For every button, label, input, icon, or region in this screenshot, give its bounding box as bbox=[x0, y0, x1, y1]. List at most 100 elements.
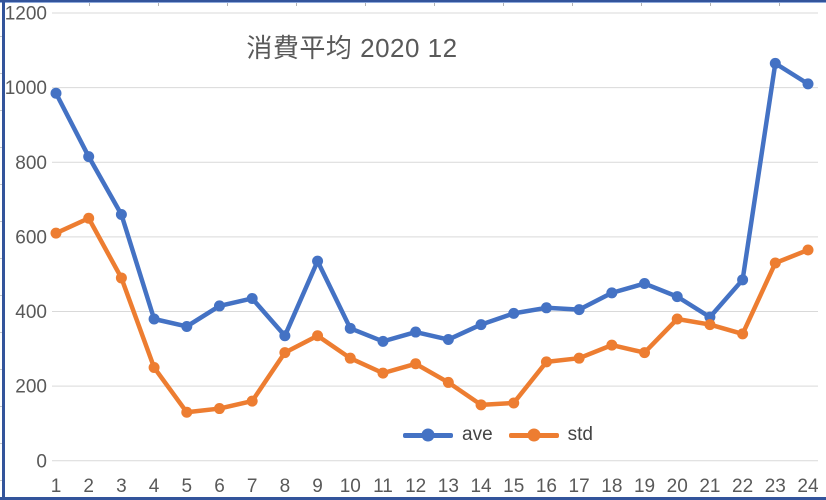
window-border-top bbox=[0, 0, 826, 2]
x-tick-label: 4 bbox=[149, 476, 160, 497]
x-tick-label: 22 bbox=[732, 476, 753, 497]
x-tick-label: 16 bbox=[536, 476, 557, 497]
window-border-top-highlight bbox=[0, 2, 826, 3]
series-line-std bbox=[53, 215, 811, 415]
data-point-ave bbox=[246, 292, 258, 304]
data-point-ave bbox=[344, 322, 356, 334]
data-point-ave bbox=[802, 78, 814, 90]
data-point-std bbox=[573, 352, 585, 364]
data-point-ave bbox=[671, 291, 683, 303]
data-point-std bbox=[540, 356, 552, 368]
x-tick-label: 9 bbox=[312, 476, 323, 497]
x-tick-label: 12 bbox=[405, 476, 426, 497]
x-tick-label: 5 bbox=[181, 476, 192, 497]
data-point-std bbox=[475, 399, 487, 411]
data-point-std bbox=[769, 257, 781, 269]
x-tick-label: 11 bbox=[373, 476, 393, 497]
x-tick-label: 19 bbox=[634, 476, 655, 497]
data-point-std bbox=[508, 397, 520, 409]
window-border-left bbox=[2, 0, 5, 500]
spreadsheet-row-gridlines bbox=[0, 0, 2, 500]
y-tick-label: 400 bbox=[15, 302, 47, 323]
data-point-std bbox=[115, 272, 127, 284]
x-tick-label: 2 bbox=[83, 476, 94, 497]
data-point-std bbox=[704, 319, 716, 331]
data-point-std bbox=[802, 244, 814, 256]
data-point-std bbox=[606, 339, 618, 351]
data-point-ave bbox=[508, 307, 520, 319]
legend-item-std[interactable]: std bbox=[508, 424, 593, 446]
data-point-std bbox=[246, 395, 258, 407]
data-point-std bbox=[671, 313, 683, 325]
spreadsheet-column-ticks bbox=[21, 3, 826, 6]
y-tick-label: 600 bbox=[15, 227, 47, 248]
data-point-ave bbox=[181, 320, 193, 332]
data-point-ave bbox=[442, 334, 454, 346]
y-axis-tick-labels: 0 200 400 600 800 1000 1200 bbox=[5, 4, 47, 473]
x-tick-label: 7 bbox=[247, 476, 258, 497]
series-std[interactable] bbox=[50, 212, 814, 418]
data-point-std bbox=[639, 347, 651, 359]
chart-title: 消費平均 2020 12 bbox=[246, 33, 458, 63]
data-point-std bbox=[83, 212, 95, 224]
y-tick-label: 800 bbox=[15, 153, 47, 174]
window-border-bottom bbox=[0, 497, 826, 500]
data-point-ave bbox=[737, 274, 749, 286]
series-ave[interactable] bbox=[50, 57, 814, 347]
data-point-std bbox=[377, 367, 389, 379]
x-tick-label: 23 bbox=[765, 476, 786, 497]
data-point-std bbox=[279, 347, 291, 359]
data-point-ave bbox=[50, 87, 62, 99]
x-tick-label: 10 bbox=[340, 476, 361, 497]
y-tick-label: 0 bbox=[36, 451, 47, 472]
y-tick-label: 1000 bbox=[5, 78, 47, 99]
data-point-ave bbox=[639, 278, 651, 290]
legend-marker-ave-icon bbox=[403, 428, 453, 442]
data-point-ave bbox=[213, 300, 225, 312]
data-point-std bbox=[344, 352, 356, 364]
data-point-ave bbox=[475, 319, 487, 331]
x-axis-tick-labels: 1 2 3 4 5 6 7 8 9 10 11 12 13 14 15 16 17 18 19 20 21 22 23 24 bbox=[51, 476, 819, 497]
data-point-std bbox=[50, 227, 62, 239]
data-point-std bbox=[181, 406, 193, 418]
data-point-ave bbox=[573, 304, 585, 316]
y-tick-label: 200 bbox=[15, 377, 47, 398]
x-tick-label: 13 bbox=[438, 476, 459, 497]
legend-label-std: std bbox=[567, 424, 593, 445]
x-tick-label: 24 bbox=[797, 476, 819, 497]
x-tick-label: 6 bbox=[214, 476, 225, 497]
legend-item-ave[interactable]: ave bbox=[403, 424, 493, 446]
data-point-ave bbox=[312, 255, 324, 267]
chart-legend: ave std bbox=[403, 423, 593, 447]
data-point-ave bbox=[377, 335, 389, 347]
y-tick-label: 1200 bbox=[5, 4, 47, 25]
data-point-std bbox=[442, 376, 454, 388]
data-point-ave bbox=[83, 151, 95, 163]
data-point-ave bbox=[606, 287, 618, 299]
data-point-std bbox=[410, 358, 422, 370]
x-tick-label: 8 bbox=[280, 476, 291, 497]
data-point-ave bbox=[279, 330, 291, 342]
data-point-ave bbox=[148, 313, 160, 325]
gridlines bbox=[52, 12, 818, 462]
legend-marker-std-icon bbox=[508, 428, 559, 442]
data-point-std bbox=[148, 362, 160, 374]
x-tick-label: 3 bbox=[116, 476, 127, 497]
data-point-ave bbox=[540, 302, 552, 314]
x-tick-label: 1 bbox=[51, 476, 62, 497]
x-tick-label: 15 bbox=[503, 476, 524, 497]
data-point-ave bbox=[410, 326, 422, 338]
x-tick-label: 14 bbox=[470, 476, 492, 497]
x-tick-label: 20 bbox=[667, 476, 688, 497]
data-point-std bbox=[312, 330, 324, 342]
data-point-std bbox=[213, 403, 225, 415]
legend-label-ave: ave bbox=[462, 424, 493, 445]
x-tick-label: 18 bbox=[601, 476, 622, 497]
series-line-ave bbox=[53, 61, 811, 344]
data-point-ave bbox=[115, 209, 127, 221]
x-tick-label: 17 bbox=[569, 476, 590, 497]
data-point-ave bbox=[769, 57, 781, 69]
x-tick-label: 21 bbox=[699, 476, 720, 497]
